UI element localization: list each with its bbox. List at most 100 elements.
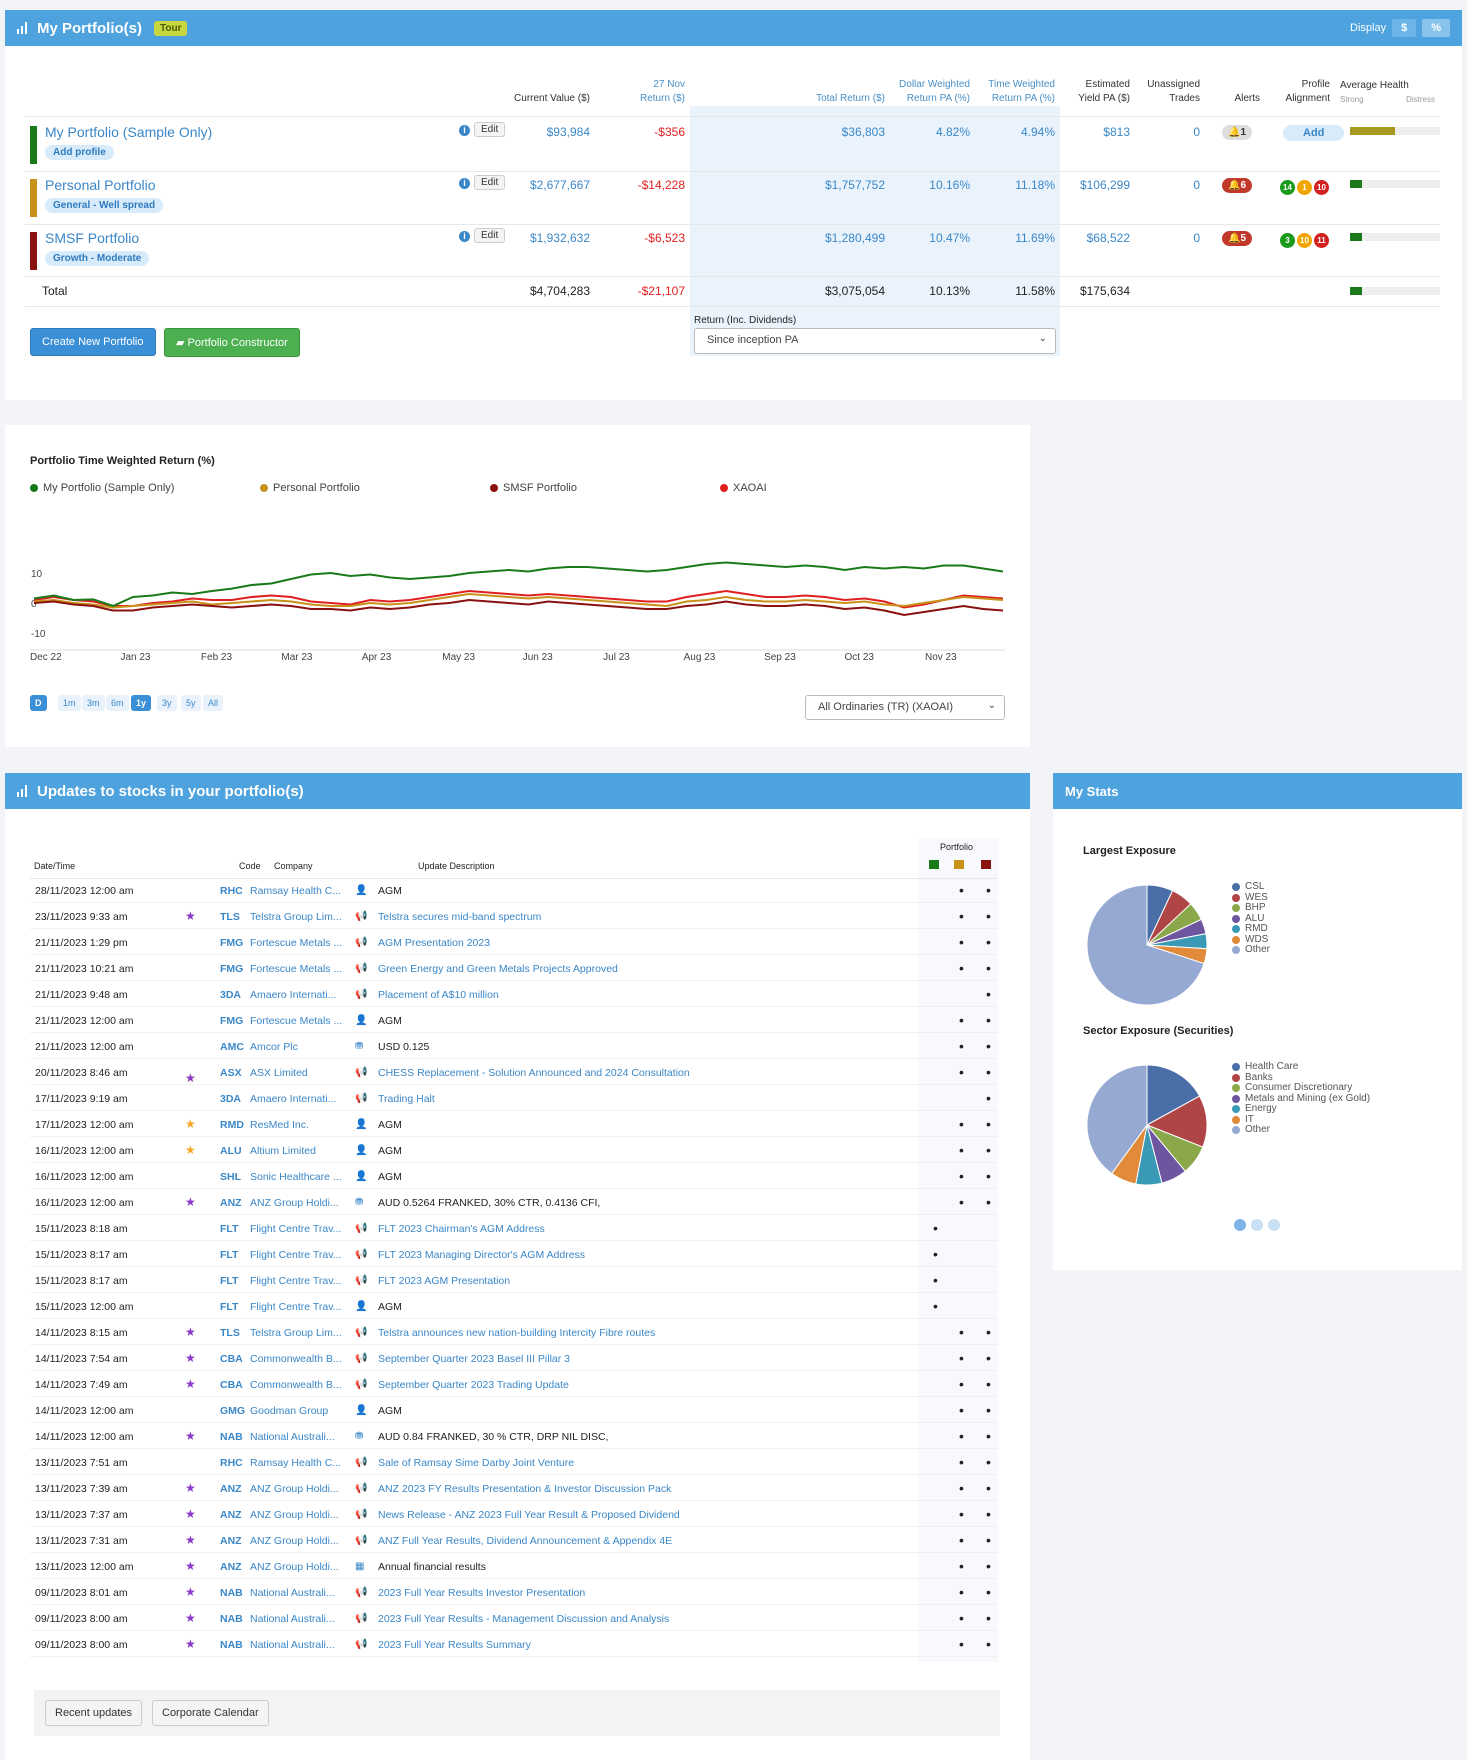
company-name[interactable]: Flight Centre Trav... [250,1275,342,1287]
range-button-1m[interactable]: 1m [58,695,81,711]
update-description[interactable]: CHESS Replacement - Solution Announced a… [378,1067,690,1079]
update-description[interactable]: FLT 2023 AGM Presentation [378,1275,511,1287]
info-icon[interactable]: i [459,231,470,242]
star-rating-icon[interactable]: ★ [185,1325,196,1339]
update-description[interactable]: Telstra secures mid-band spectrum [378,911,542,923]
portfolio-constructor-button[interactable]: ▰ Portfolio Constructor [164,328,300,357]
benchmark-select[interactable]: All Ordinaries (TR) (XAOAI) ⌄ [805,695,1005,720]
company-name[interactable]: Ramsay Health C... [250,885,342,897]
stock-code[interactable]: ANZ [220,1535,242,1547]
return-period-select[interactable]: Since inception PA ⌄ [694,328,1056,354]
edit-portfolio-button[interactable]: Edit [474,228,506,243]
portfolio-name[interactable]: SMSF Portfolio [45,230,140,246]
company-name[interactable]: National Australi... [250,1613,335,1625]
company-name[interactable]: Amaero Internati... [250,989,337,1001]
stock-code[interactable]: FMG [220,963,244,975]
star-rating-icon[interactable]: ★ [185,1559,196,1573]
company-name[interactable]: Commonwealth B... [250,1353,342,1365]
company-name[interactable]: Telstra Group Lim... [250,911,342,923]
star-rating-icon[interactable]: ★ [185,909,196,923]
update-description[interactable]: Placement of A$10 million [378,989,499,1001]
alerts-badge[interactable]: 🔔6 [1222,178,1253,193]
pie-legend-item[interactable]: Metals and Mining (ex Gold) [1232,1093,1370,1105]
range-button-D[interactable]: D [30,695,47,711]
star-rating-icon[interactable]: ★ [185,1351,196,1365]
legend-personal-portfolio[interactable]: Personal Portfolio [260,482,360,494]
stock-code[interactable]: SHL [220,1171,241,1183]
legend-smsf-portfolio[interactable]: SMSF Portfolio [490,482,577,494]
pie-legend-item[interactable]: IT [1232,1114,1370,1126]
header-dw-2[interactable]: Return PA (%) [906,93,970,104]
header-tw-1[interactable]: Time Weighted [988,79,1055,90]
portfolio-name[interactable]: Personal Portfolio [45,177,156,193]
stock-code[interactable]: RMD [220,1119,244,1131]
legend-xaoai[interactable]: XAOAI [720,482,767,494]
company-name[interactable]: ANZ Group Holdi... [250,1197,339,1209]
header-trades-1[interactable]: Unassigned [1147,79,1200,90]
create-portfolio-button[interactable]: Create New Portfolio [30,328,156,356]
update-description[interactable]: ANZ Full Year Results, Dividend Announce… [378,1535,673,1547]
star-rating-icon[interactable]: ★ [185,1429,196,1443]
update-description[interactable]: 2023 Full Year Results Summary [378,1639,531,1651]
series-line-my-portfolio-sample-only-[interactable] [33,561,1004,608]
largest-exposure-pie[interactable] [1085,883,1209,1007]
stock-code[interactable]: ALU [220,1145,242,1157]
update-description[interactable]: September Quarter 2023 Trading Update [378,1379,569,1391]
pie-slice-other[interactable] [1086,884,1205,1006]
alerts-badge[interactable]: 🔔1 [1222,125,1253,140]
update-description[interactable]: Telstra announces new nation-building In… [378,1327,656,1339]
info-icon[interactable]: i [459,178,470,189]
series-line-xaoai[interactable] [33,589,1004,609]
stock-code[interactable]: RHC [220,1457,243,1469]
stock-code[interactable]: FLT [220,1223,239,1235]
stock-code[interactable]: AMC [220,1041,244,1053]
portfolio-profile-tag[interactable]: Growth - Moderate [45,251,150,266]
company-name[interactable]: National Australi... [250,1639,335,1651]
stock-code[interactable]: FMG [220,937,244,949]
pie-slice-other[interactable] [1086,1064,1148,1175]
stock-code[interactable]: CBA [220,1379,243,1391]
company-name[interactable]: Altium Limited [250,1145,316,1157]
pie-legend-item[interactable]: Banks [1232,1072,1370,1084]
company-name[interactable]: Ramsay Health C... [250,1457,342,1469]
edit-portfolio-button[interactable]: Edit [474,175,506,190]
star-rating-icon[interactable]: ★ [185,1637,196,1651]
pie-legend-item[interactable]: Consumer Discretionary [1232,1082,1370,1094]
star-rating-icon[interactable]: ★ [185,1585,196,1599]
stock-code[interactable]: TLS [220,1327,240,1339]
star-rating-icon[interactable]: ★ [185,1507,196,1521]
header-tw-2[interactable]: Return PA (%) [991,93,1055,104]
company-name[interactable]: Flight Centre Trav... [250,1301,342,1313]
range-button-1y[interactable]: 1y [131,695,152,711]
star-rating-icon[interactable]: ★ [185,1611,196,1625]
return-line-chart[interactable]: 10 0 -10 Dec 22 Jan 23 Feb 23 Mar 23 Apr 23 May … [25,545,1010,670]
company-name[interactable]: Telstra Group Lim... [250,1327,342,1339]
star-rating-icon[interactable]: ★ [185,1117,196,1131]
update-description[interactable]: AGM Presentation 2023 [378,937,491,949]
profile-alignment-dots[interactable]: 3 10 11 [1280,233,1329,248]
stock-code[interactable]: FMG [220,1015,244,1027]
company-name[interactable]: ANZ Group Holdi... [250,1483,339,1495]
portfolio-name[interactable]: My Portfolio (Sample Only) [45,124,213,140]
portfolio-unassigned-trades[interactable]: 0 [1193,125,1200,139]
stock-code[interactable]: ANZ [220,1561,242,1573]
corporate-calendar-button[interactable]: Corporate Calendar [152,1700,269,1726]
update-description[interactable]: FLT 2023 Chairman's AGM Address [378,1223,545,1235]
star-rating-icon[interactable]: ★ [185,1195,196,1209]
legend-my-portfolio[interactable]: My Portfolio (Sample Only) [30,482,174,494]
display-dollar-button[interactable]: $ [1392,19,1417,37]
update-description[interactable]: September Quarter 2023 Basel III Pillar … [378,1353,571,1365]
stock-code[interactable]: NAB [220,1587,243,1599]
update-description[interactable]: FLT 2023 Managing Director's AGM Address [378,1249,586,1261]
carousel-dot[interactable] [1268,1219,1280,1231]
stock-code[interactable]: ANZ [220,1197,242,1209]
alerts-badge[interactable]: 🔔5 [1222,231,1253,246]
pie-legend-item[interactable]: Other [1232,1124,1370,1136]
star-rating-icon[interactable]: ★ [185,1377,196,1391]
header-period-date[interactable]: 27 Nov [653,79,685,90]
stock-code[interactable]: ASX [220,1067,242,1079]
info-icon[interactable]: i [459,125,470,136]
company-name[interactable]: Fortescue Metals ... [250,1015,343,1027]
company-name[interactable]: Flight Centre Trav... [250,1249,342,1261]
pie-legend-item[interactable]: Health Care [1232,1061,1370,1073]
